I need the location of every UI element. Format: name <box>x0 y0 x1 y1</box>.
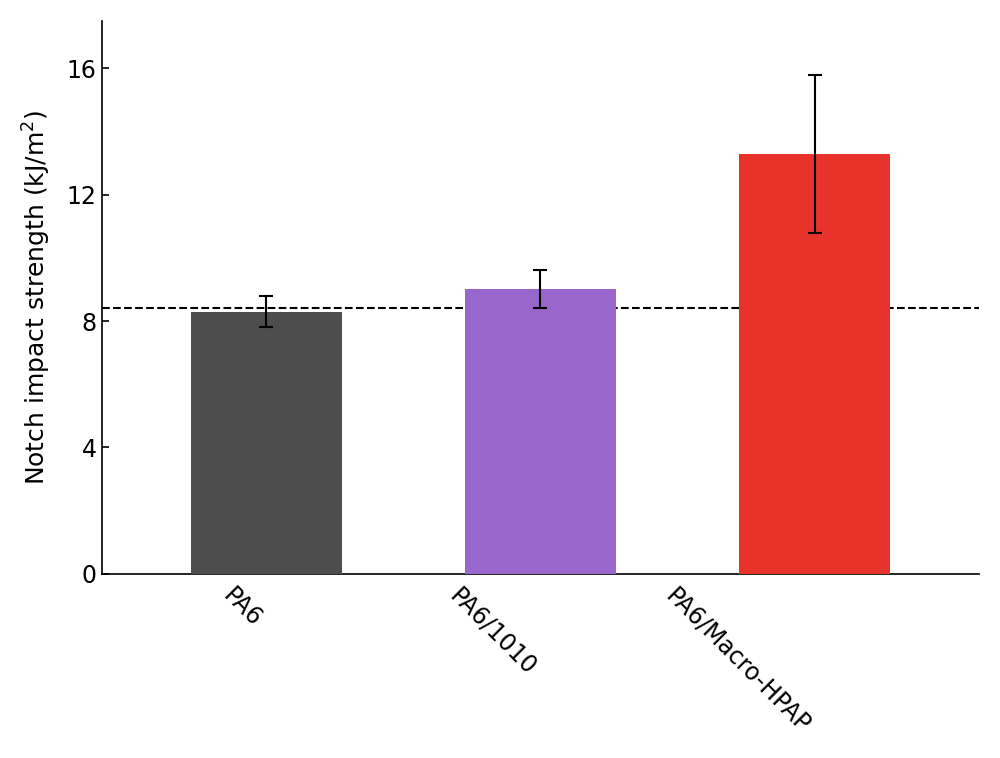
Bar <box>191 312 342 574</box>
Bar <box>465 290 616 574</box>
Bar <box>739 154 890 574</box>
Y-axis label: Notch impact strength (kJ/m$^2$): Notch impact strength (kJ/m$^2$) <box>21 110 53 485</box>
